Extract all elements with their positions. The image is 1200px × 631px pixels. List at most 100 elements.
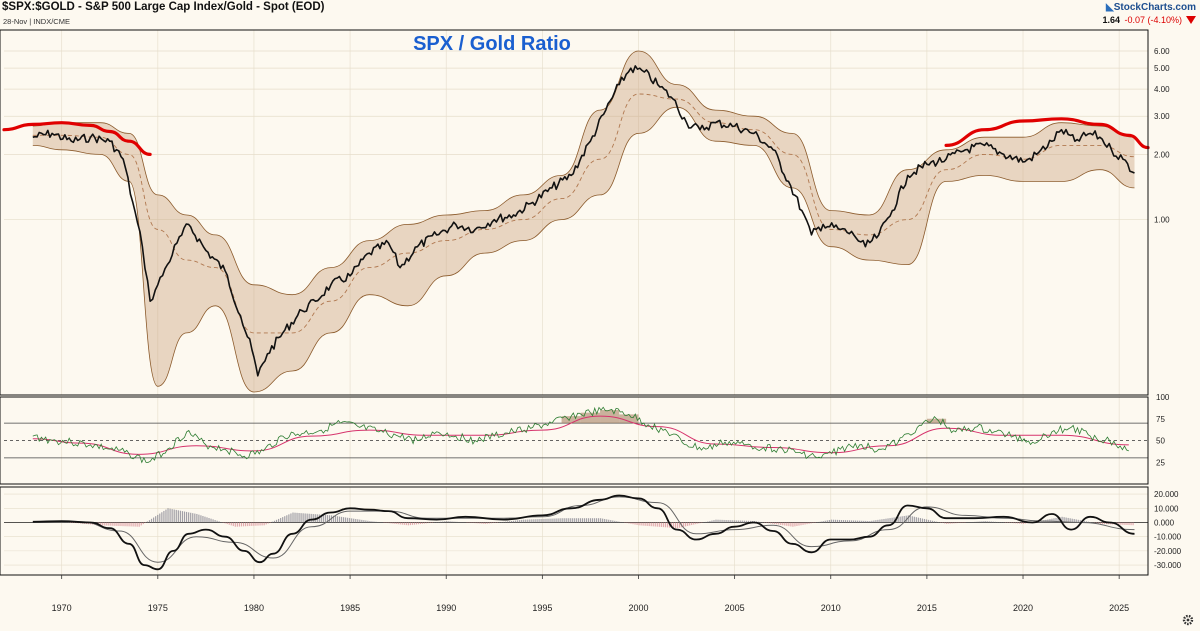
- macd-histogram-bar: [1130, 522, 1132, 526]
- macd-histogram-bar: [523, 519, 525, 523]
- price-y-tick-label: 2.00: [1154, 150, 1170, 159]
- macd-histogram-bar: [265, 522, 267, 525]
- macd-y-tick-label: -20.000: [1154, 547, 1182, 556]
- macd-histogram-bar: [600, 518, 602, 523]
- macd-histogram-bar: [292, 512, 294, 523]
- macd-histogram-bar: [644, 522, 646, 526]
- macd-histogram-bar: [228, 522, 230, 525]
- macd-histogram-bar: [1093, 522, 1096, 523]
- macd-histogram-bar: [966, 522, 968, 523]
- macd-histogram-bar: [150, 518, 153, 523]
- macd-histogram-bar: [812, 522, 814, 524]
- macd-histogram-bar: [442, 521, 444, 523]
- macd-histogram-bar: [140, 522, 142, 526]
- macd-histogram-bar: [1018, 522, 1021, 524]
- macd-histogram-bar: [553, 518, 555, 523]
- macd-histogram-bar: [533, 519, 535, 523]
- macd-histogram-bar: [361, 519, 363, 523]
- macd-histogram-bar: [581, 518, 584, 523]
- macd-histogram-bar: [194, 513, 196, 523]
- macd-histogram-bar: [177, 510, 179, 523]
- macd-histogram-bar: [430, 522, 432, 523]
- macd-histogram-bar: [737, 520, 739, 523]
- macd-histogram-bar: [198, 514, 200, 523]
- macd-histogram-bar: [567, 518, 569, 523]
- macd-histogram-bar: [478, 522, 480, 524]
- macd-histogram-bar: [304, 513, 306, 523]
- macd-histogram-bar: [405, 522, 407, 526]
- macd-histogram-bar: [814, 522, 816, 523]
- macd-histogram-bar: [780, 522, 782, 525]
- macd-histogram-bar: [114, 522, 116, 526]
- macd-histogram-bar: [236, 522, 238, 527]
- macd-histogram-bar: [367, 520, 369, 523]
- macd-histogram-bar: [138, 522, 140, 527]
- macd-histogram-bar: [897, 516, 899, 523]
- macd-histogram-bar: [363, 520, 365, 523]
- macd-histogram-bar: [998, 522, 1000, 523]
- macd-histogram-bar: [587, 518, 590, 523]
- stockcharts-logo[interactable]: ◣StockCharts.com: [1106, 2, 1196, 13]
- macd-histogram-bar: [776, 522, 778, 525]
- macd-histogram-bar: [662, 522, 664, 528]
- macd-histogram-bar: [810, 522, 812, 524]
- macd-histogram-bar: [735, 520, 737, 523]
- macd-histogram-bar: [636, 522, 638, 525]
- macd-histogram-bar: [167, 508, 169, 523]
- macd-histogram-bar: [282, 517, 284, 523]
- macd-histogram-bar: [573, 518, 575, 523]
- macd-histogram-bar: [905, 515, 907, 523]
- macd-histogram-bar: [804, 522, 806, 525]
- macd-histogram-bar: [1075, 519, 1077, 523]
- macd-histogram-bar: [577, 518, 579, 523]
- macd-histogram-bar: [1079, 520, 1081, 523]
- macd-histogram-bar: [428, 522, 430, 524]
- macd-y-tick-label: 10.000: [1154, 504, 1179, 513]
- macd-histogram-bar: [403, 522, 405, 525]
- macd-histogram-bar: [220, 522, 222, 523]
- macd-histogram-bar: [917, 517, 919, 523]
- macd-histogram-bar: [863, 520, 865, 523]
- settings-gear-icon[interactable]: [1182, 614, 1194, 626]
- macd-histogram-bar: [970, 522, 972, 523]
- macd-histogram-bar: [676, 522, 679, 529]
- macd-histogram-bar: [547, 518, 549, 523]
- macd-histogram-bar: [106, 522, 108, 526]
- macd-histogram-bar: [765, 522, 768, 523]
- macd-histogram-bar: [436, 522, 438, 523]
- macd-histogram-bar: [286, 515, 288, 523]
- macd-histogram-bar: [73, 522, 76, 523]
- macd-histogram-bar: [271, 521, 274, 523]
- macd-histogram-bar: [110, 522, 112, 526]
- macd-histogram-bar: [788, 522, 790, 527]
- price-panel-border: [0, 29, 1149, 396]
- macd-histogram-bar: [351, 518, 353, 523]
- macd-histogram-bar: [391, 522, 393, 524]
- macd-histogram-bar: [816, 522, 818, 523]
- macd-histogram-bar: [646, 522, 648, 526]
- macd-histogram-bar: [159, 513, 161, 523]
- macd-histogram-bar: [202, 515, 204, 523]
- macd-histogram-bar: [834, 519, 837, 523]
- macd-histogram-bar: [1021, 522, 1023, 524]
- price-y-tick-label: 5.00: [1154, 64, 1170, 73]
- macd-histogram-bar: [535, 519, 537, 523]
- macd-histogram-bar: [830, 519, 832, 523]
- macd-histogram-bar: [240, 522, 243, 527]
- macd-histogram-bar: [976, 521, 978, 523]
- macd-histogram-bar: [733, 520, 735, 523]
- macd-histogram-bar: [328, 515, 331, 523]
- macd-histogram-bar: [432, 522, 434, 523]
- macd-histogram-bar: [650, 522, 652, 527]
- macd-histogram-bar: [808, 522, 810, 524]
- macd-histogram-bar: [210, 518, 212, 523]
- macd-histogram-bar: [954, 522, 956, 524]
- macd-histogram-bar: [415, 522, 418, 525]
- macd-histogram-bar: [1057, 517, 1059, 523]
- macd-histogram-bar: [169, 508, 171, 523]
- macd-histogram-bar: [462, 522, 464, 523]
- macd-histogram-bar: [687, 522, 689, 526]
- rsi-y-tick-label: 50: [1156, 437, 1165, 446]
- bollinger-band-lower: [32, 106, 1135, 393]
- gear-hub: [1186, 618, 1190, 622]
